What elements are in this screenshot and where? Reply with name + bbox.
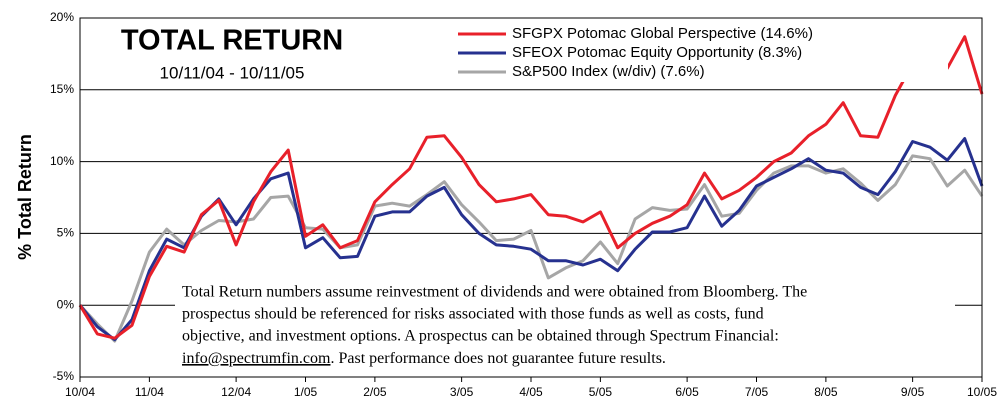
x-tick-label: 9/05 xyxy=(901,385,925,399)
legend-label: SFEOX Potomac Equity Opportunity (8.3%) xyxy=(512,44,802,61)
x-tick-label: 10/04 xyxy=(65,385,95,399)
y-tick-label: 15% xyxy=(50,82,74,96)
note-box xyxy=(175,281,955,372)
x-tick-label: 2/05 xyxy=(363,385,387,399)
y-tick-label: 0% xyxy=(57,297,75,311)
chart-title: TOTAL RETURN xyxy=(121,25,343,57)
note-line: info@spectrumfin.com. Past performance d… xyxy=(182,350,666,367)
title-box xyxy=(96,22,368,86)
x-tick-label: 3/05 xyxy=(450,385,474,399)
legend-box xyxy=(448,22,948,82)
y-tick-label: -5% xyxy=(53,369,75,383)
y-axis-label: % Total Return xyxy=(15,134,35,260)
x-tick-label: 6/05 xyxy=(675,385,699,399)
y-tick-label: 5% xyxy=(57,226,75,240)
x-tick-label: 4/05 xyxy=(519,385,543,399)
y-tick-label: 10% xyxy=(50,154,74,168)
x-tick-label: 7/05 xyxy=(745,385,769,399)
x-tick-label: 11/04 xyxy=(135,385,164,399)
x-tick-label: 1/05 xyxy=(294,385,318,399)
lines xyxy=(78,35,984,343)
chart-subtitle: 10/11/04 - 10/11/05 xyxy=(160,63,305,82)
series-line xyxy=(78,137,984,342)
x-tick-label: 10/05 xyxy=(967,385,997,399)
x-tick-label: 8/05 xyxy=(814,385,838,399)
series-line xyxy=(78,35,984,340)
note-line: Total Return numbers assume reinvestment… xyxy=(182,284,807,301)
legend: SFGPX Potomac Global Perspective (14.6%)… xyxy=(458,25,813,80)
legend-label: S&P500 Index (w/div) (7.6%) xyxy=(512,63,705,80)
y-tick-label: 20% xyxy=(50,10,74,24)
note-line: objective, and investment options. A pro… xyxy=(182,328,779,345)
legend-label: SFGPX Potomac Global Perspective (14.6%) xyxy=(512,25,813,42)
x-tick-label: 12/04 xyxy=(221,385,251,399)
note-link[interactable]: info@spectrumfin.com xyxy=(182,350,331,367)
note-line: prospectus should be referenced for risk… xyxy=(182,306,764,323)
x-tick-label: 5/05 xyxy=(589,385,613,399)
note-tail: . Past performance does not guarantee fu… xyxy=(330,350,665,367)
